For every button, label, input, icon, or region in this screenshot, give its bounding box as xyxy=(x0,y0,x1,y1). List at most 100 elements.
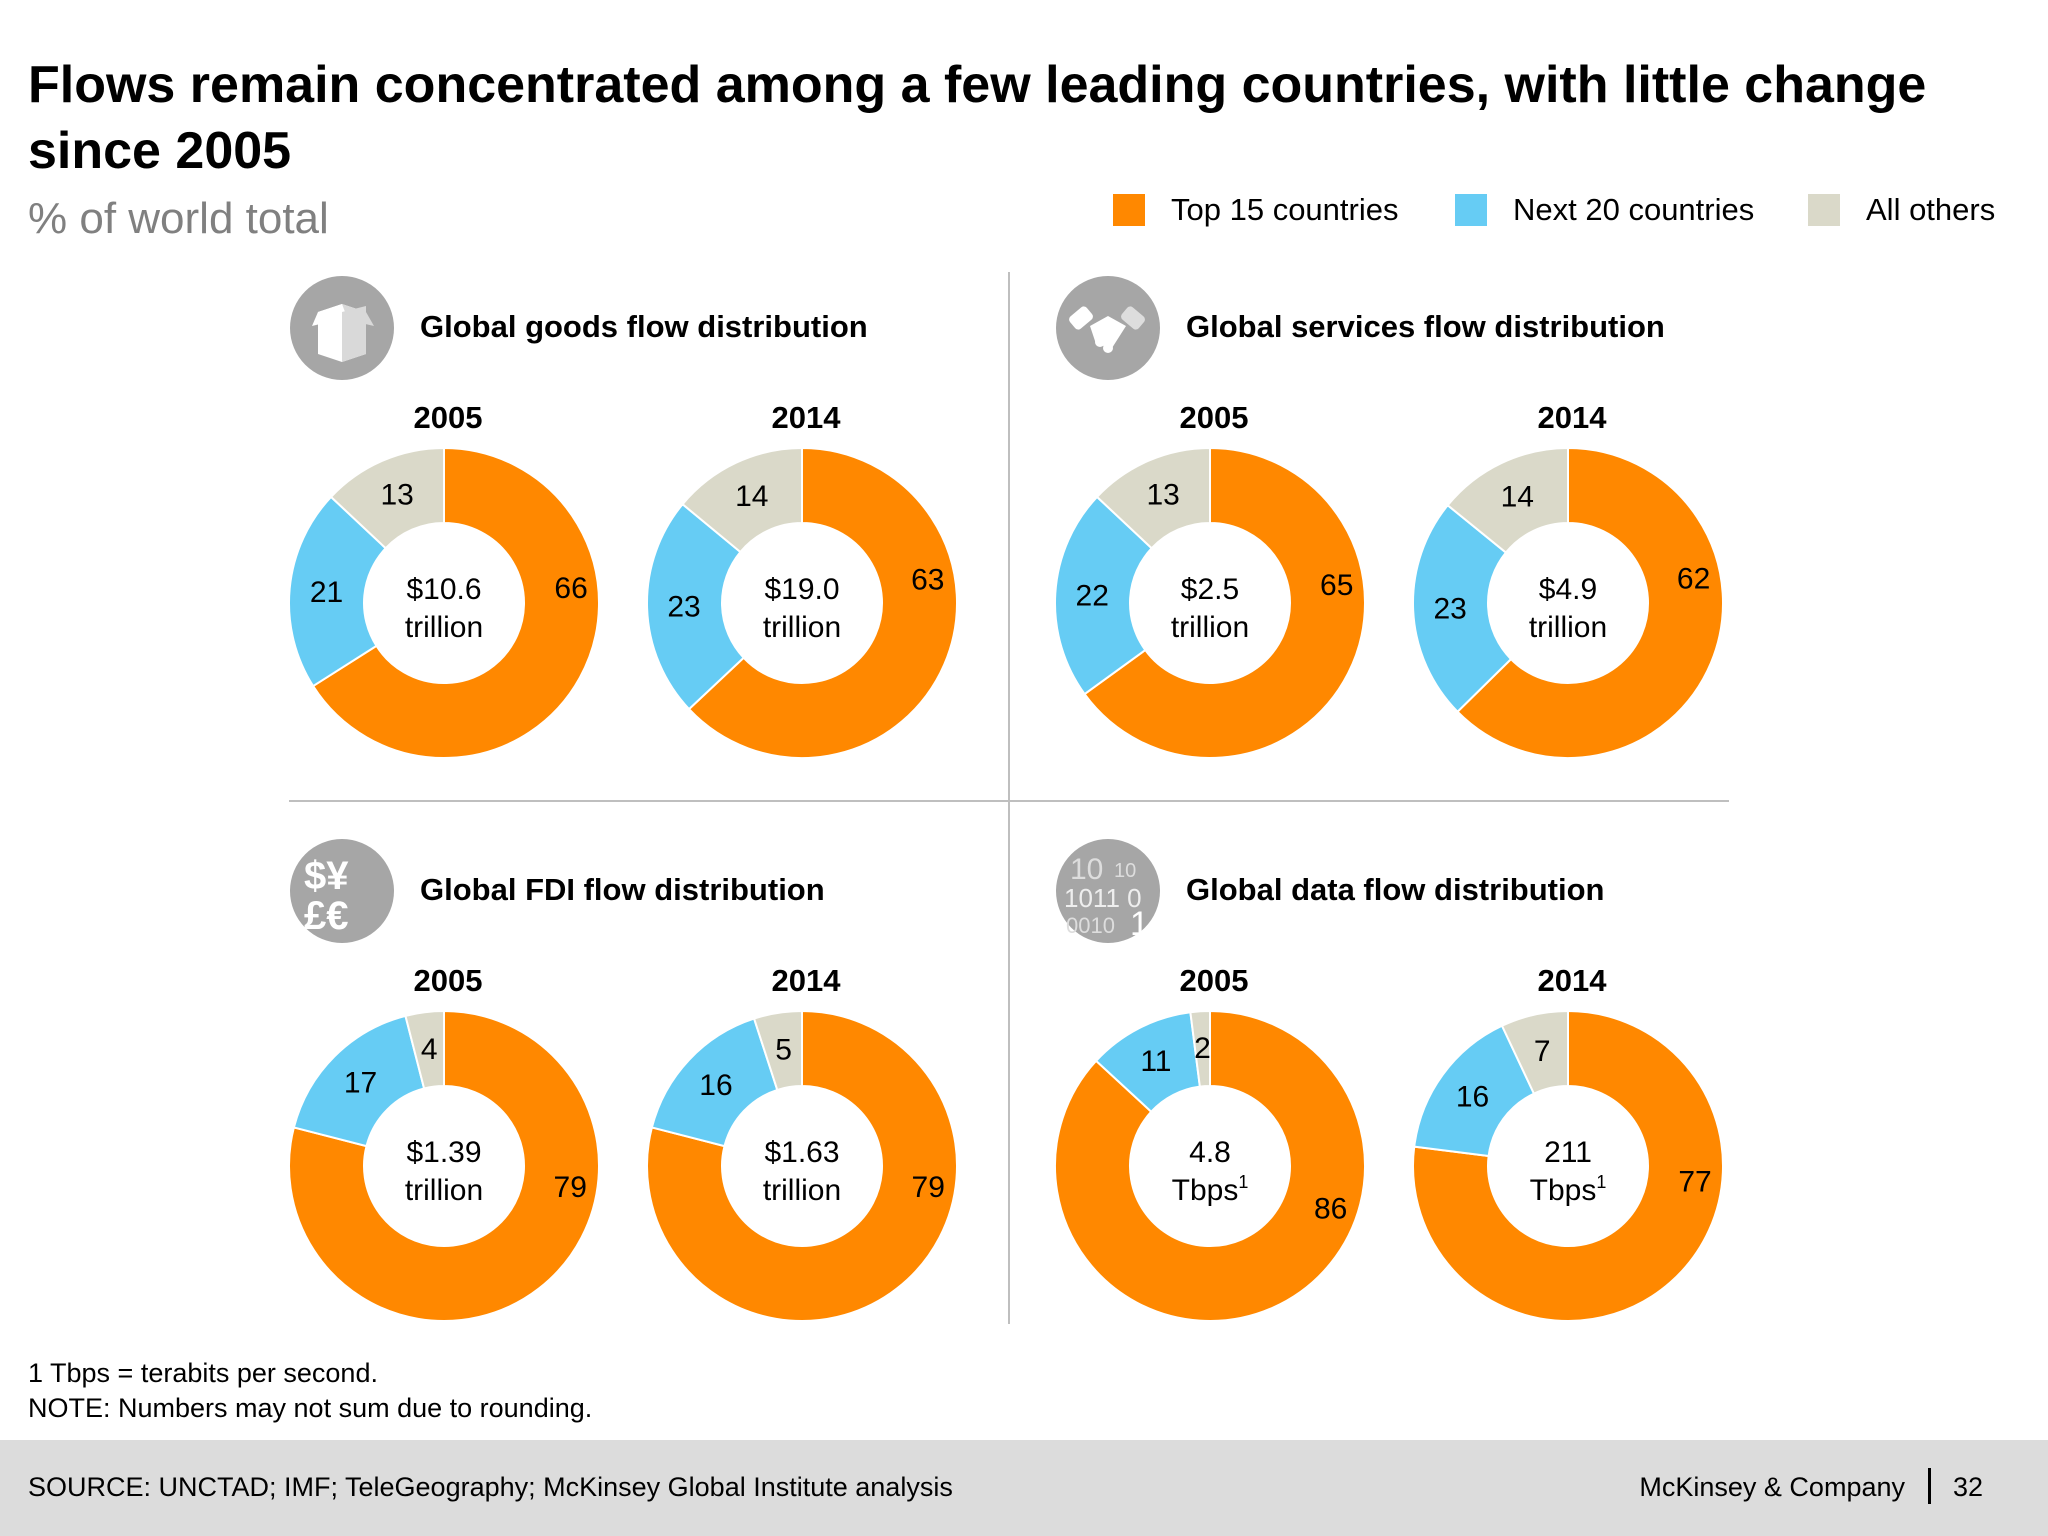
donut-segment-others xyxy=(752,1009,803,1092)
center-total-unit: trillion xyxy=(405,611,483,644)
segment-value-label: 13 xyxy=(380,479,413,512)
legend-label: Top 15 countries xyxy=(1171,192,1399,227)
legend-swatch xyxy=(1113,194,1145,226)
legend-others: All others xyxy=(1808,192,1995,228)
center-total-value: $19.0 xyxy=(764,573,839,606)
center-total-unit: trillion xyxy=(405,1174,483,1207)
center-total-value: $10.6 xyxy=(406,573,481,606)
segment-value-label: 4 xyxy=(421,1033,438,1066)
center-total-value: $2.5 xyxy=(1181,573,1239,606)
year-label: 2014 xyxy=(1537,400,1607,435)
segment-value-label: 16 xyxy=(699,1069,732,1102)
svg-text:10: 10 xyxy=(1070,853,1103,886)
center-total-value: 211 xyxy=(1544,1136,1592,1169)
segment-value-label: 62 xyxy=(1677,562,1710,595)
segment-value-label: 22 xyxy=(1076,580,1109,613)
segment-value-label: 23 xyxy=(1433,593,1466,626)
year-label: 2014 xyxy=(1537,963,1607,998)
center-total-value: $4.9 xyxy=(1539,573,1597,606)
binary-data-icon: 10 10 1011 0 0010 1 xyxy=(1056,839,1160,943)
source-text: SOURCE: UNCTAD; IMF; TeleGeography; McKi… xyxy=(28,1472,953,1502)
legend-swatch xyxy=(1455,194,1487,226)
footer: SOURCE: UNCTAD; IMF; TeleGeography; McKi… xyxy=(0,1440,2048,1536)
segment-value-label: 14 xyxy=(1501,480,1534,513)
segment-value-label: 79 xyxy=(554,1171,587,1204)
center-total-unit: Tbps1 xyxy=(1530,1172,1607,1207)
segment-value-label: 2 xyxy=(1194,1032,1211,1065)
donut-segment-next20 xyxy=(646,502,746,711)
center-total-unit: trillion xyxy=(763,1174,841,1207)
slide-title: Flows remain concentrated among a few le… xyxy=(28,56,1927,180)
year-label: 2005 xyxy=(1179,963,1249,998)
year-label: 2005 xyxy=(413,963,483,998)
legend-next20: Next 20 countries xyxy=(1455,192,1754,228)
panel-title: Global goods flow distribution xyxy=(420,309,868,344)
segment-value-label: 17 xyxy=(344,1067,377,1100)
donut-segment-top15 xyxy=(687,446,958,759)
svg-text:£€: £€ xyxy=(304,894,349,938)
donut-segment-top15 xyxy=(1412,1009,1724,1322)
donut-segment-others xyxy=(1189,1009,1211,1088)
segment-value-label: 66 xyxy=(554,572,587,605)
donut-segment-others xyxy=(1095,446,1211,550)
center-total-unit: Tbps1 xyxy=(1172,1172,1249,1207)
segment-value-label: 63 xyxy=(911,563,944,596)
donut-segment-next20 xyxy=(650,1017,779,1148)
donut-segment-top15 xyxy=(311,446,600,759)
donut-segment-top15 xyxy=(646,1009,958,1322)
center-total-value: $1.63 xyxy=(764,1136,839,1169)
vertical-divider xyxy=(1008,272,1010,1324)
segment-value-label: 14 xyxy=(735,480,768,513)
donut-chart: 79 17 4 $1.39 trillion xyxy=(288,1009,600,1322)
donut-segment-next20 xyxy=(1412,503,1513,714)
svg-text:$¥: $¥ xyxy=(304,854,349,898)
center-total-value: 4.8 xyxy=(1189,1136,1231,1169)
panel-title: Global data flow distribution xyxy=(1186,872,1605,907)
brand-name: McKinsey & Company xyxy=(1639,1472,1905,1502)
segment-value-label: 11 xyxy=(1140,1045,1171,1078)
horizontal-divider xyxy=(289,800,1729,802)
segment-value-label: 5 xyxy=(775,1033,792,1066)
donut-segment-others xyxy=(1500,1009,1569,1095)
donut-segment-top15 xyxy=(1456,446,1724,759)
donut-segment-next20 xyxy=(1054,495,1154,696)
legend-top15: Top 15 countries xyxy=(1113,192,1398,228)
center-total-unit: trillion xyxy=(763,611,841,644)
segment-value-label: 79 xyxy=(912,1171,945,1204)
handshake-icon xyxy=(1056,276,1160,380)
donut-segment-top15 xyxy=(1054,1009,1366,1322)
svg-text:0010: 0010 xyxy=(1066,913,1115,938)
donut-segment-others xyxy=(329,446,445,550)
donut-segment-top15 xyxy=(1083,446,1366,759)
segment-value-label: 86 xyxy=(1314,1193,1347,1226)
donut-segment-others xyxy=(681,446,803,554)
segment-value-label: 7 xyxy=(1534,1035,1551,1068)
legend-swatch xyxy=(1808,194,1840,226)
donut-chart: 66 21 13 $10.6 trillion xyxy=(288,446,600,759)
center-total-unit: trillion xyxy=(1171,611,1249,644)
footnote-tbps: 1 Tbps = terabits per second. xyxy=(28,1358,378,1388)
year-label: 2005 xyxy=(413,400,483,435)
footer-divider xyxy=(1928,1468,1931,1504)
center-total-value: $1.39 xyxy=(406,1136,481,1169)
center-total-unit: trillion xyxy=(1529,611,1607,644)
page-number: 32 xyxy=(1953,1472,1984,1502)
donut-segment-next20 xyxy=(288,495,388,688)
donut-chart: 62 23 14 $4.9 trillion xyxy=(1412,446,1724,759)
donut-segment-next20 xyxy=(1413,1024,1536,1158)
segment-value-label: 16 xyxy=(1456,1081,1489,1114)
svg-text:10: 10 xyxy=(1114,860,1136,882)
segment-value-label: 65 xyxy=(1320,569,1353,602)
segment-value-label: 23 xyxy=(667,591,700,624)
donut-segment-others xyxy=(1446,446,1569,554)
svg-text:1011 0: 1011 0 xyxy=(1064,883,1142,913)
year-label: 2014 xyxy=(771,400,841,435)
legend-label: All others xyxy=(1866,192,1996,227)
currency-icon: $¥ £€ xyxy=(290,839,394,943)
legend-label: Next 20 countries xyxy=(1513,192,1755,227)
box-icon xyxy=(290,276,394,380)
panel-title: Global services flow distribution xyxy=(1186,309,1665,344)
